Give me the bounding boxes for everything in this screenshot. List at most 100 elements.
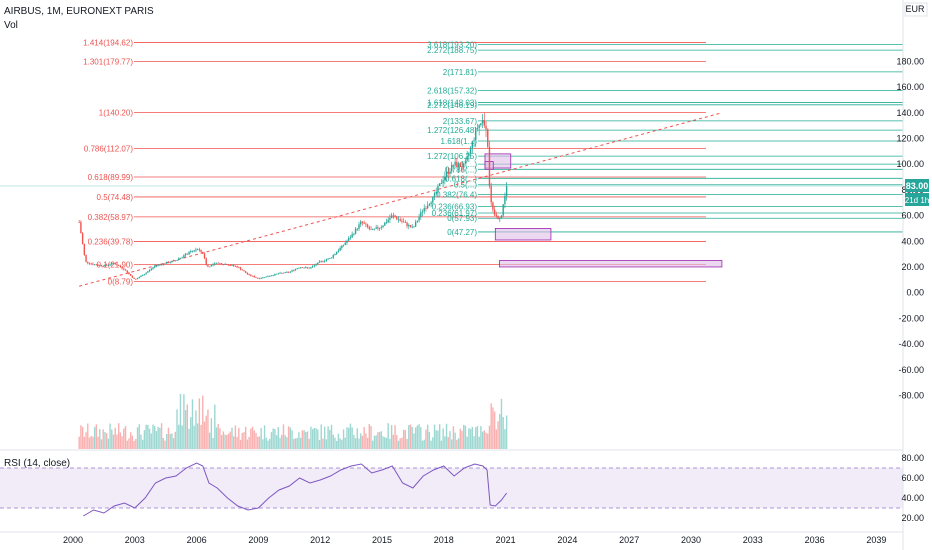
fib-left-label: 0.236(39.78): [88, 238, 134, 247]
candle-body: [504, 196, 506, 205]
volume-bar: [488, 425, 491, 449]
volume-bar: [341, 439, 343, 449]
price-tag-value: 83.00: [906, 181, 929, 191]
candle-body: [78, 221, 80, 223]
candle-body: [193, 250, 195, 252]
volume-bar: [423, 439, 425, 449]
candle-body: [208, 266, 211, 268]
candle-body: [471, 141, 473, 148]
volume-bar: [317, 429, 319, 449]
candle-body: [344, 242, 346, 245]
volume-bar: [238, 427, 240, 449]
time-tick-label: 2024: [557, 535, 577, 545]
volume-bar: [257, 436, 259, 449]
volume-bar: [464, 425, 467, 449]
volume-bar: [435, 430, 437, 449]
candle-body: [402, 221, 405, 223]
candle-body: [408, 225, 410, 226]
fib-right-label: 2(133.67): [443, 117, 478, 126]
volume-bar: [184, 410, 187, 449]
volume-bar: [392, 434, 395, 449]
volume-bar: [181, 425, 183, 449]
candle-body: [212, 264, 214, 266]
candle-body: [368, 226, 370, 229]
candle-body: [270, 275, 273, 277]
volume-bar: [308, 438, 310, 449]
volume-bar: [155, 431, 158, 449]
volume-bar: [289, 427, 292, 449]
volume-bar: [490, 403, 492, 449]
volume-bar: [305, 431, 307, 449]
volume-bar: [428, 431, 431, 449]
volume-bar: [370, 426, 372, 449]
volume-bar: [286, 437, 288, 449]
candle-body: [380, 227, 383, 228]
candle-body: [464, 160, 467, 164]
volume-bar: [450, 439, 453, 449]
volume-bar: [311, 429, 314, 449]
volume-bar: [361, 435, 364, 449]
candle-body: [303, 267, 305, 269]
volume-bar: [262, 439, 264, 449]
volume-bar: [378, 432, 381, 449]
rsi-legend[interactable]: RSI (14, close): [4, 458, 71, 469]
candle-body: [421, 211, 424, 213]
candle-body: [174, 260, 177, 262]
candle-body: [229, 265, 231, 266]
candle-body: [188, 251, 190, 255]
candle-body: [397, 219, 400, 221]
candle-body: [281, 272, 283, 274]
volume-bar: [160, 423, 163, 449]
volume-bar: [214, 404, 216, 449]
volume-bar: [457, 438, 460, 449]
candle-body: [454, 161, 456, 166]
candle-body: [487, 129, 489, 147]
volume-bar: [358, 438, 360, 449]
symbol-legend[interactable]: AIRBUS, 1M, EURONEXT PARIS: [4, 6, 154, 17]
volume-bar: [301, 430, 304, 449]
volume-bar: [353, 434, 355, 449]
candle-body: [466, 155, 468, 161]
candle-body: [361, 221, 364, 223]
candle-body: [293, 270, 295, 272]
volume-bar: [390, 425, 393, 449]
volume-bar: [205, 415, 207, 449]
candle-body: [272, 275, 274, 277]
candle-body: [401, 220, 403, 222]
candle-body: [277, 273, 280, 275]
candle-body: [160, 264, 163, 266]
volume-bar: [502, 417, 504, 449]
candle-body: [414, 221, 417, 227]
volume-legend[interactable]: Vol: [4, 20, 18, 31]
candle-body: [80, 222, 82, 234]
candle-body: [476, 128, 479, 129]
volume-bar: [226, 435, 228, 449]
candle-body: [269, 275, 271, 277]
volume-bar: [138, 424, 140, 449]
volume-bar: [365, 433, 367, 449]
volume-bar: [178, 424, 180, 449]
volume-bar: [360, 433, 362, 449]
volume-bar: [411, 426, 413, 449]
candle-body: [378, 227, 381, 229]
time-tick-label: 2036: [805, 535, 825, 545]
volume-bar: [298, 432, 300, 449]
volume-bar: [387, 423, 389, 449]
candle-body: [425, 208, 427, 209]
volume-bar: [193, 425, 195, 449]
volume-bar: [382, 436, 384, 449]
volume-bar: [105, 433, 108, 449]
volume-bar: [92, 436, 94, 449]
candle-body: [480, 123, 482, 126]
candle-body: [128, 272, 130, 274]
candle-body: [334, 253, 336, 256]
fib-right-label: 0.618(...): [445, 174, 477, 183]
candle-body: [220, 263, 223, 265]
volume-bar: [207, 409, 209, 449]
candle-body: [275, 273, 278, 275]
volume-bar: [154, 426, 156, 449]
volume-bar: [78, 436, 80, 449]
volume-bar: [133, 440, 135, 449]
